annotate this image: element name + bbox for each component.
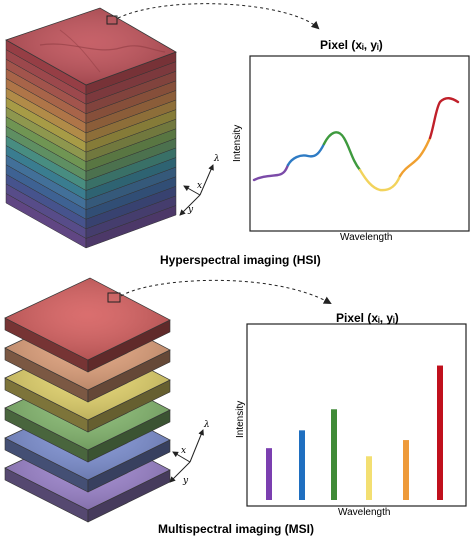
msi-bar	[403, 440, 409, 500]
hsi-x-glyph: x	[197, 181, 203, 191]
msi-axes-indicator	[169, 429, 204, 483]
hsi-top-shading	[6, 8, 176, 85]
hsi-caption: Hyperspectral imaging (HSI)	[160, 253, 321, 267]
msi-bar	[366, 456, 372, 500]
hsi-axes-indicator	[179, 164, 214, 216]
msi-plot-frame	[246, 323, 467, 507]
hsi-xlabel: Wavelength	[340, 232, 393, 243]
hsi-spectrum-segment	[322, 131, 362, 172]
msi-bar	[437, 365, 443, 500]
hsi-ylabel: Intensity	[232, 124, 243, 162]
hsi-layer-stack	[5, 39, 177, 249]
hsi-spectrum-segment	[286, 142, 326, 167]
msi-bar	[266, 448, 272, 500]
hsi-pixel-marker	[106, 15, 118, 25]
msi-bar	[331, 409, 337, 500]
hsi-tissue-texture	[59, 29, 101, 73]
hsi-spectrum-segment	[252, 163, 290, 182]
msi-pixel-title: Pixel (xᵢ, yᵢ)	[336, 311, 399, 325]
msi-pixel-marker	[107, 292, 121, 303]
hsi-pixel-title: Pixel (xᵢ, yᵢ)	[320, 38, 383, 52]
hsi-lambda-glyph: λ	[214, 154, 220, 164]
msi-caption: Multispectral imaging (MSI)	[158, 522, 315, 536]
msi-xlabel: Wavelength	[338, 507, 391, 518]
msi-layer-stack	[4, 277, 171, 523]
msi-pixel-arrow	[120, 279, 332, 304]
hsi-spectrum-segment	[398, 136, 432, 178]
hsi-plot-frame	[249, 55, 470, 232]
hsi-pixel-arrow	[117, 3, 320, 30]
msi-bar-chart	[266, 365, 443, 500]
msi-layer-shading	[5, 278, 170, 360]
hsi-spectrum-segment	[428, 97, 460, 140]
msi-y-glyph: y	[183, 476, 189, 486]
msi-bar	[299, 430, 305, 500]
hsi-spectrum-curve	[252, 97, 460, 192]
msi-x-glyph: x	[181, 446, 187, 456]
msi-lambda-glyph: λ	[204, 420, 210, 430]
hsi-top-tissue	[5, 7, 177, 86]
hsi-tissue-texture	[39, 43, 166, 53]
hsi-spectrum-segment	[358, 168, 402, 192]
msi-ylabel: Intensity	[235, 400, 246, 438]
hsi-y-glyph: y	[188, 205, 194, 215]
